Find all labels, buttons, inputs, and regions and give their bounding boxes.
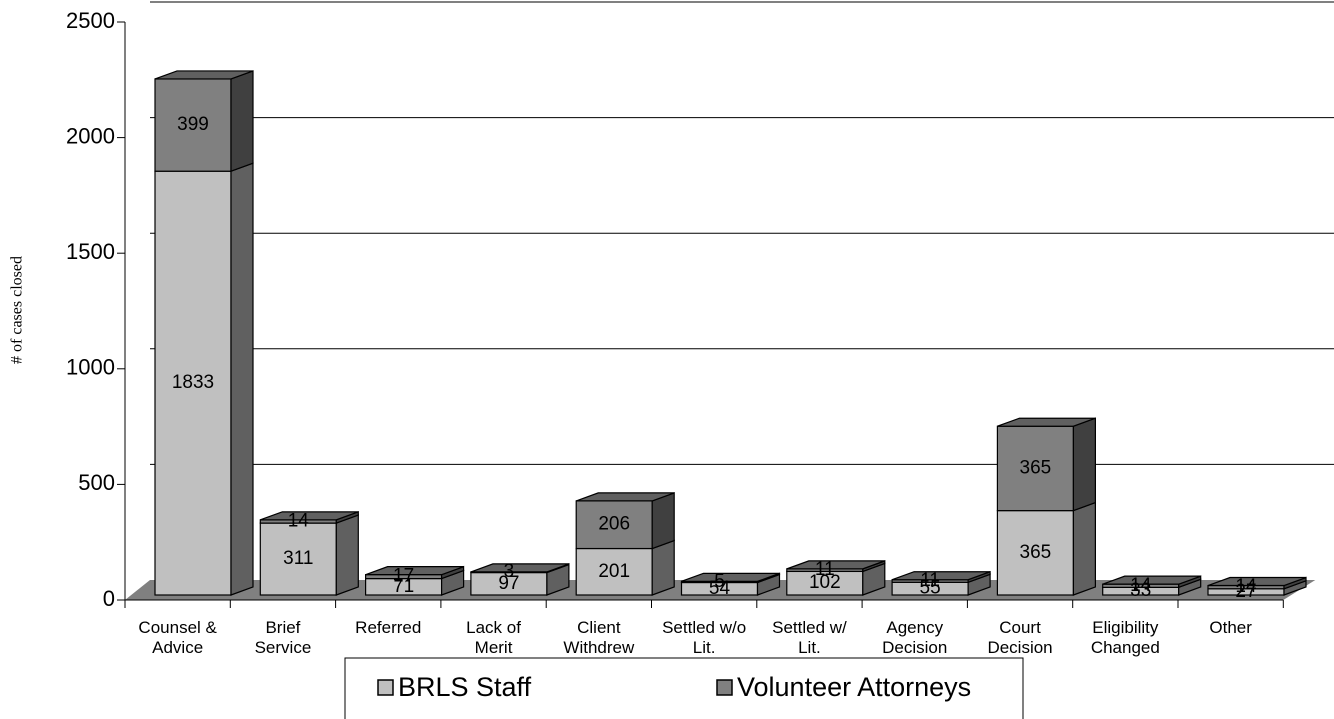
value-label: 365 [1020,542,1052,563]
x-tick-label: Eligibility Changed [1090,618,1160,657]
bar-side [651,492,675,550]
legend-swatch [377,679,394,696]
value-label: 33 [1130,580,1151,601]
value-label: 365 [1020,457,1052,478]
bar-segment [996,510,1075,596]
legend-swatch [716,679,733,696]
y-tick-label: 1000 [66,355,115,380]
bar-side [1072,417,1097,512]
bar-top [681,572,780,582]
value-label: 27 [1235,581,1256,602]
bar-side [651,539,675,596]
value-label: 206 [598,514,630,535]
bar-top [470,563,570,573]
y-axis-label: # of cases closed [9,256,26,364]
bar-top [260,511,359,521]
bar-top [1207,576,1307,587]
bar-top [575,492,675,502]
bar-top [786,560,886,570]
x-tick-label: Counsel & Advice [138,618,217,657]
x-tick-label: Lack of Merit [466,618,521,657]
value-label: 11 [815,559,835,580]
bar-top [997,417,1096,427]
x-tick-label: Settled w/o Lit. [662,618,747,657]
bar-side [230,162,254,596]
bar-side [230,70,254,173]
legend-label: Volunteer Attorneys [737,672,971,702]
bar-top [365,566,464,576]
bar-segment [996,425,1075,512]
bar-segment [259,522,337,596]
x-tick-label: Brief Service [254,618,312,657]
value-label: 14 [288,510,310,531]
value-label: 14 [1130,575,1152,596]
y-tick-label: 1500 [66,239,115,264]
bar-side [1072,501,1097,596]
bar-segment [575,547,653,596]
bar-side [335,514,359,596]
legend-box [344,657,1024,719]
x-tick-label: Client Withdrew [563,618,635,657]
value-label: 311 [283,548,313,569]
x-tick-label: Settled w/ Lit. [772,618,847,657]
bar-top [154,70,254,80]
value-label: 55 [920,578,941,599]
value-label: 11 [920,570,940,591]
value-label: 5 [714,571,725,592]
y-tick-label: 0 [103,586,115,611]
value-label: 201 [598,561,630,582]
bar-top [1102,575,1201,585]
value-label: 71 [393,576,414,597]
x-tick-label: Other [1209,618,1252,637]
value-label: 97 [498,573,519,594]
legend-label: BRLS Staff [398,672,532,702]
value-label: 54 [709,578,731,599]
x-tick-label: Agency Decision [882,618,948,657]
value-label: 102 [809,572,841,593]
value-label: 17 [393,566,414,587]
x-tick-label: Referred [355,618,422,637]
value-label: 14 [1235,576,1257,597]
y-tick-label: 500 [78,470,115,495]
value-label: 3 [504,561,515,582]
bar-top [891,571,991,581]
value-label: 399 [177,114,209,135]
y-tick-label: 2000 [66,123,115,148]
value-label: 1833 [172,372,214,393]
bar-segment [154,78,232,172]
y-tick-label: 2500 [66,8,115,33]
x-tick-label: Court Decision [987,618,1053,657]
